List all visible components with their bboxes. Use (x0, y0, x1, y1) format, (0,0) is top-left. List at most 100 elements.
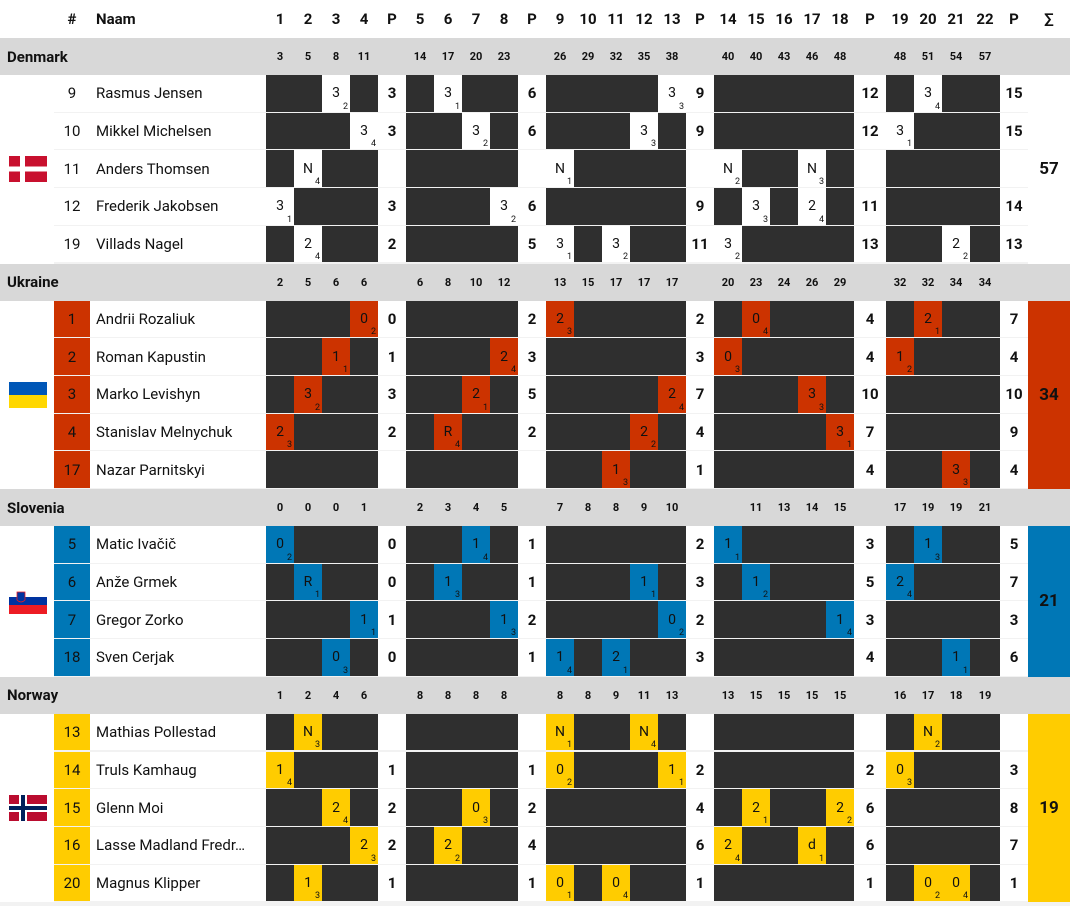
heat-cell (406, 338, 434, 375)
team-cumulative-cell: 8 (406, 676, 434, 714)
player-name-value: Stanislav Melnychuk (96, 422, 233, 441)
team-cumulative-cell: 6 (350, 263, 378, 301)
heat-result: 1 (724, 536, 732, 553)
player-name[interactable]: Truls Kamhaug (90, 751, 266, 789)
team-cumulative-cell: 3 (266, 38, 294, 75)
cumulative-value: 35 (637, 50, 651, 63)
player-name[interactable]: Villads Nagel (90, 225, 266, 263)
team-cumulative-cell: 46 (798, 38, 826, 75)
player-name[interactable]: Mikkel Michelsen (90, 112, 266, 150)
heat-cell (970, 601, 1000, 639)
cumulative-value: 17 (441, 50, 455, 63)
player-name[interactable]: Gregor Zorko (90, 601, 266, 639)
player-name[interactable]: Rasmus Jensen (90, 75, 266, 112)
cumulative-value: 23 (749, 275, 763, 289)
gate-number: 2 (370, 327, 376, 338)
gate-number: 3 (314, 891, 320, 902)
points-value: 2 (387, 235, 397, 254)
points-value: 11 (861, 197, 879, 216)
cumulative-value: 4 (472, 501, 480, 514)
player-name[interactable]: Magnus Klipper (90, 864, 266, 902)
heat-cell (886, 150, 914, 188)
team-cumulative-cell: 48 (826, 38, 854, 75)
heat-result: 1 (304, 874, 312, 891)
cumulative-value: 21 (978, 501, 992, 514)
team-name-row: Ukraine (0, 263, 266, 301)
points-value: 5 (527, 385, 537, 404)
heat-result: 3 (952, 461, 960, 478)
points-value: 0 (387, 535, 397, 554)
player-name[interactable]: Nazar Parnitskyi (90, 451, 266, 488)
team-cumulative-cell: 43 (770, 38, 798, 75)
heat-cell (350, 713, 378, 751)
points-value: 3 (387, 385, 397, 404)
heat-cell (322, 112, 350, 150)
heat-cell (574, 413, 602, 451)
points-cell: 6 (686, 826, 714, 864)
player-name[interactable]: Anže Grmek (90, 563, 266, 601)
points-value: 4 (865, 309, 875, 328)
team-name: Norway (7, 686, 59, 705)
points-cell: 5 (1000, 526, 1028, 563)
points-value: 4 (527, 836, 537, 855)
player-name[interactable]: Roman Kapustin (90, 338, 266, 375)
gate-number: 4 (286, 778, 292, 789)
header-col-5: 5 (406, 0, 434, 38)
points-cell: 6 (518, 75, 546, 112)
player-name[interactable]: Andrii Rozaliuk (90, 300, 266, 338)
points-value: 6 (527, 122, 537, 141)
team-cumulative-cell: 8 (434, 676, 462, 714)
player-name[interactable]: Marko Levishyn (90, 375, 266, 413)
points-value: 6 (527, 197, 537, 216)
heat-result: 2 (752, 799, 760, 816)
player-name[interactable]: Frederik Jakobsen (90, 188, 266, 225)
heat-cell (770, 300, 798, 338)
points-value: 1 (527, 760, 537, 779)
player-name[interactable]: Stanislav Melnychuk (90, 413, 266, 451)
header-col-label: 21 (947, 10, 965, 28)
heat-result: 2 (276, 423, 284, 440)
heat-result: 2 (556, 310, 564, 327)
heat-result: 0 (276, 536, 284, 553)
gate-number: 3 (482, 815, 488, 826)
heat-result: 3 (640, 123, 648, 140)
heat-cell (742, 751, 770, 789)
heat-cell (266, 338, 294, 375)
heat-cell (294, 413, 322, 451)
player-name[interactable]: Matic Ivačič (90, 526, 266, 563)
heat-cell (350, 338, 378, 375)
player-name[interactable]: Sven Cerjak (90, 639, 266, 676)
points-cell (378, 451, 406, 488)
heat-result: 2 (304, 236, 312, 253)
flag-cell (0, 713, 54, 903)
player-name[interactable]: Anders Thomsen (90, 150, 266, 188)
team-cumulative-cell: 17 (630, 263, 658, 301)
team-cumulative-cell: 51 (914, 38, 942, 75)
heat-cell (770, 526, 798, 563)
heat-cell (914, 413, 942, 451)
player-name[interactable]: Glenn Moi (90, 789, 266, 826)
team-cumulative-cell: 0 (294, 489, 322, 526)
heat-cell (546, 75, 574, 112)
gate-number: 3 (314, 740, 320, 751)
heat-cell (574, 188, 602, 225)
points-value: 13 (861, 235, 879, 254)
points-value: 2 (527, 798, 537, 817)
header-col-label: 19 (891, 10, 909, 28)
player-name[interactable]: Mathias Pollestad (90, 713, 266, 751)
heat-cell (658, 563, 686, 601)
heat-cell (714, 601, 742, 639)
header-col-label: P (865, 10, 875, 28)
heat-result: 3 (668, 85, 676, 102)
heat-cell (490, 639, 518, 676)
points-cell: 1 (518, 751, 546, 789)
heat-cell (434, 864, 462, 902)
heat-cell (546, 526, 574, 563)
points-cell (854, 150, 886, 188)
heat-cell (798, 713, 826, 751)
player-name[interactable]: Lasse Madland Fredr… (90, 826, 266, 864)
